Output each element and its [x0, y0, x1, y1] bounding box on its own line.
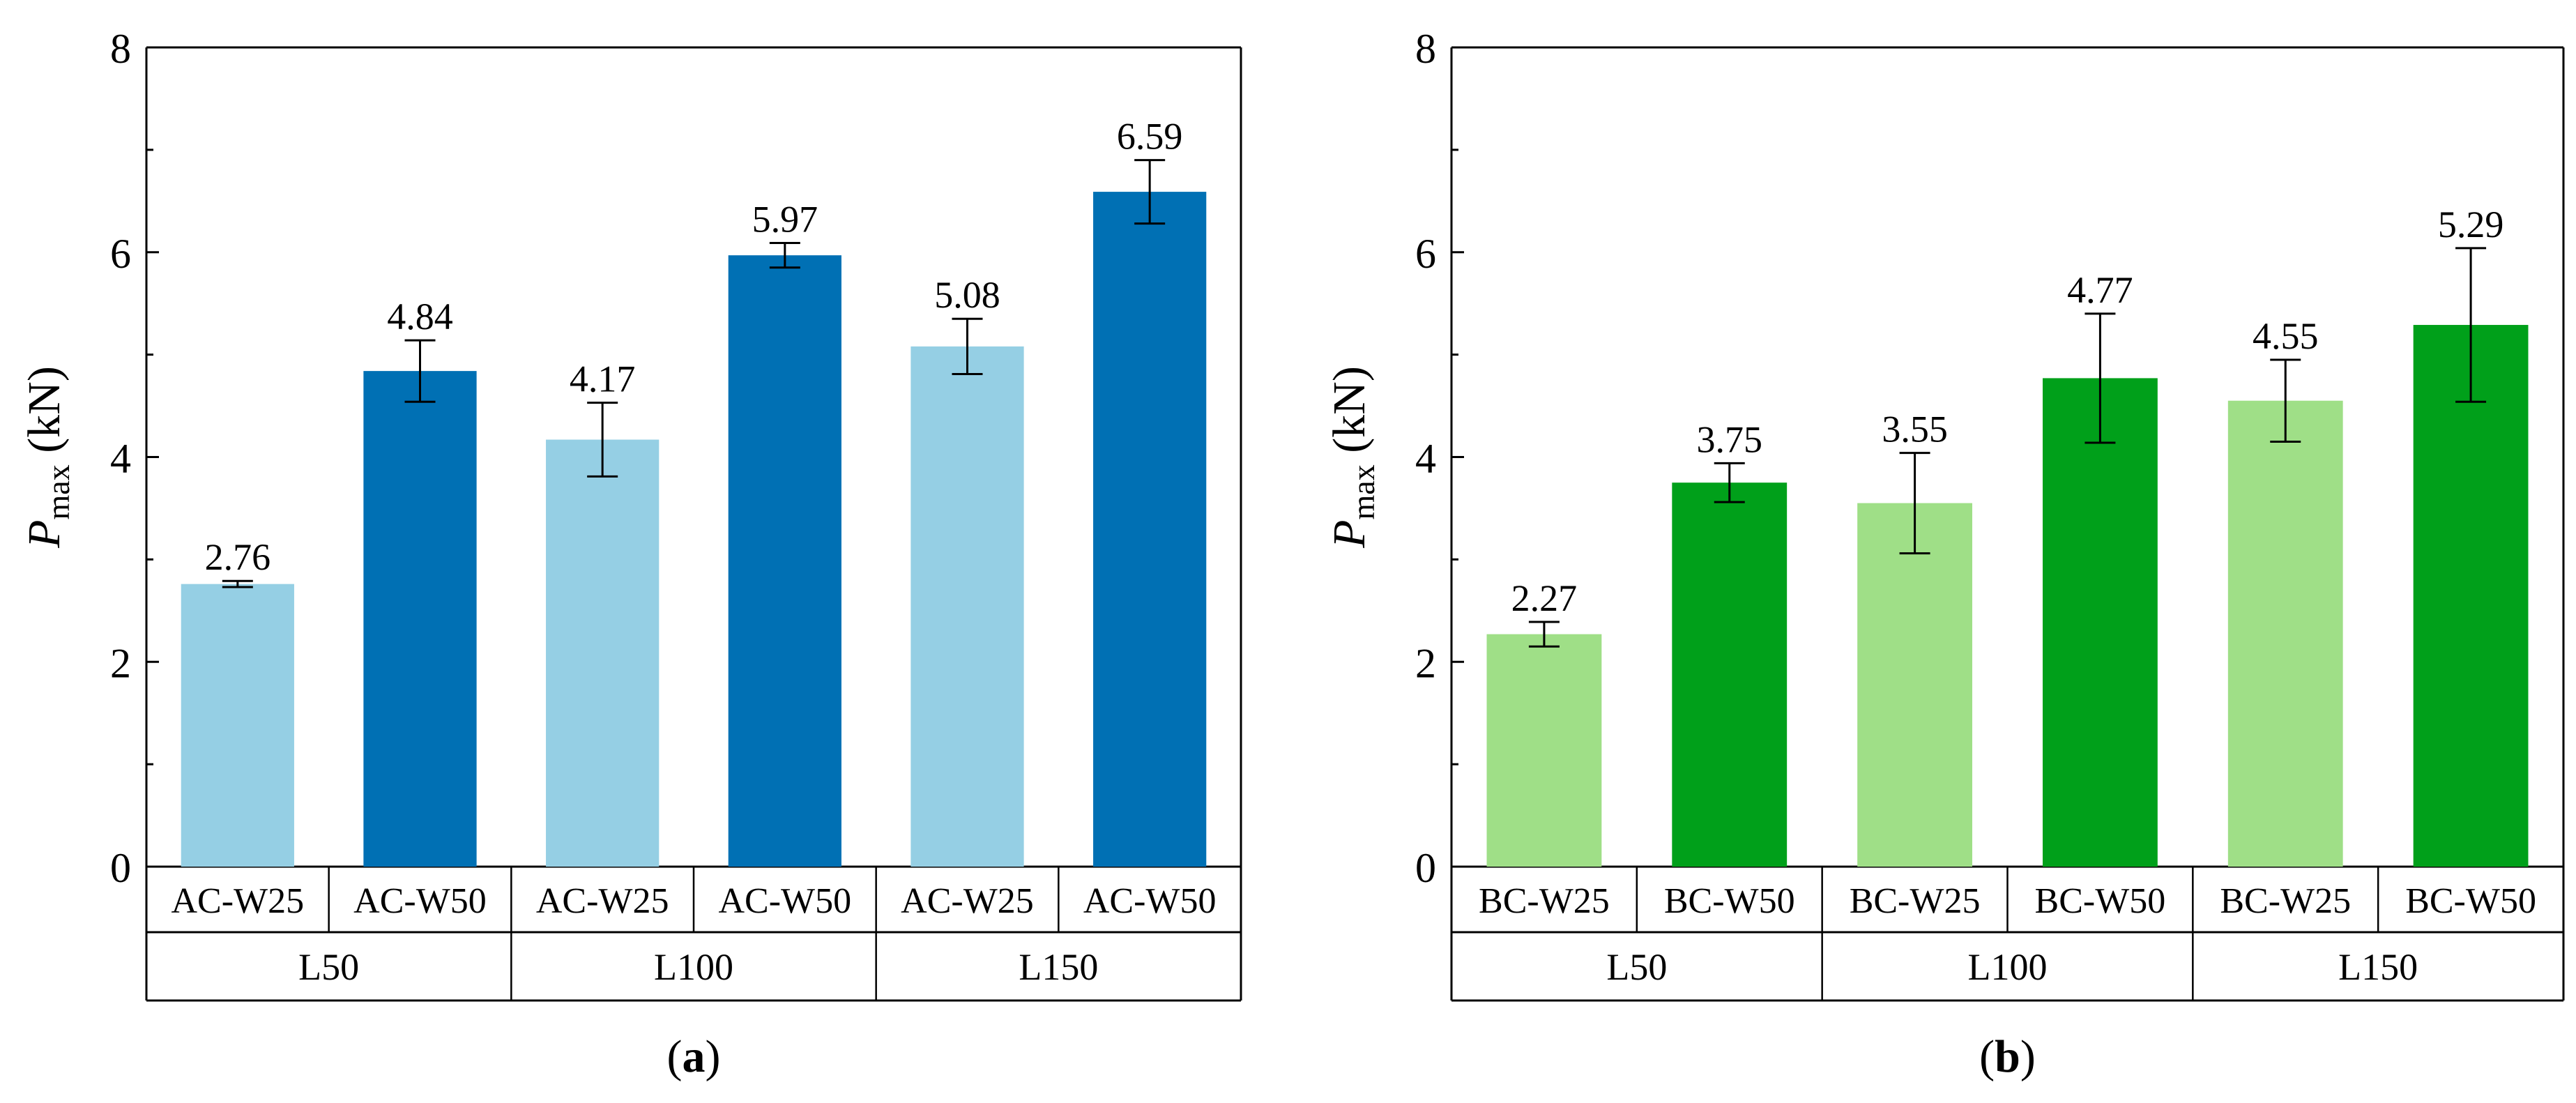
category-label: AC-W25 [536, 881, 669, 921]
data-label: 5.97 [752, 199, 818, 241]
category-label: AC-W50 [353, 881, 487, 921]
y-tick-label: 6 [110, 231, 131, 277]
bar [546, 439, 660, 867]
y-axis-label: Pmax (kN) [19, 366, 76, 549]
data-label: 4.17 [570, 358, 636, 400]
group-label: L100 [1968, 946, 2048, 988]
category-label: BC-W25 [1479, 881, 1610, 921]
bar [181, 584, 294, 867]
group-label: L150 [2338, 946, 2418, 988]
y-tick-label: 6 [1415, 231, 1436, 277]
y-tick-label: 2 [110, 640, 131, 686]
panel-caption: (b) [1979, 1031, 2036, 1082]
data-label: 6.59 [1117, 116, 1183, 158]
y-tick-label: 4 [110, 436, 131, 482]
data-label: 5.29 [2438, 204, 2504, 245]
category-label: BC-W50 [2035, 881, 2166, 921]
y-axis-label: Pmax (kN) [1324, 366, 1381, 549]
bar [1672, 482, 1788, 867]
bar [728, 255, 841, 867]
bar [1486, 634, 1602, 867]
data-label: 3.75 [1697, 418, 1763, 460]
category-label: BC-W25 [2220, 881, 2351, 921]
bar [363, 371, 477, 867]
y-tick-label: 4 [1415, 436, 1436, 482]
chart-panel-a: 0 2 4 6 8 Pmax (kN) 2.76 AC-W25 4.84 AC-W50 4.17 AC… [19, 26, 1242, 1082]
group-label: L50 [298, 946, 359, 988]
category-label: BC-W50 [1664, 881, 1795, 921]
y-tick-label: 8 [110, 26, 131, 72]
data-label: 4.77 [2067, 269, 2133, 311]
y-tick-label: 2 [1415, 640, 1436, 686]
group-label: L50 [1606, 946, 1667, 988]
panel-caption: (a) [667, 1031, 721, 1082]
bar [910, 346, 1024, 867]
category-label: BC-W25 [1850, 881, 1981, 921]
category-label: BC-W50 [2405, 881, 2536, 921]
data-label: 3.55 [1882, 409, 1948, 450]
category-label: AC-W25 [901, 881, 1034, 921]
data-label: 4.55 [2253, 315, 2319, 357]
category-label: AC-W25 [172, 881, 305, 921]
bar [2413, 325, 2529, 867]
data-label: 2.27 [1511, 577, 1578, 619]
bar [2227, 400, 2343, 867]
y-tick-label: 0 [110, 845, 131, 891]
bar [1857, 503, 1972, 867]
y-tick-label: 8 [1415, 26, 1436, 72]
category-label: AC-W50 [1083, 881, 1217, 921]
data-label: 2.76 [205, 536, 271, 578]
y-tick-label: 0 [1415, 845, 1436, 891]
group-label: L150 [1019, 946, 1098, 988]
bar [1093, 192, 1207, 867]
group-label: L100 [654, 946, 733, 988]
bar [2043, 378, 2158, 867]
data-label: 4.84 [387, 296, 453, 337]
chart-panel-b: 0 2 4 6 8 Pmax (kN) 2.27 BC-W25 3.75 BC-W50 3.55 BC… [1324, 26, 2565, 1082]
data-label: 5.08 [934, 274, 1000, 316]
category-label: AC-W50 [719, 881, 852, 921]
